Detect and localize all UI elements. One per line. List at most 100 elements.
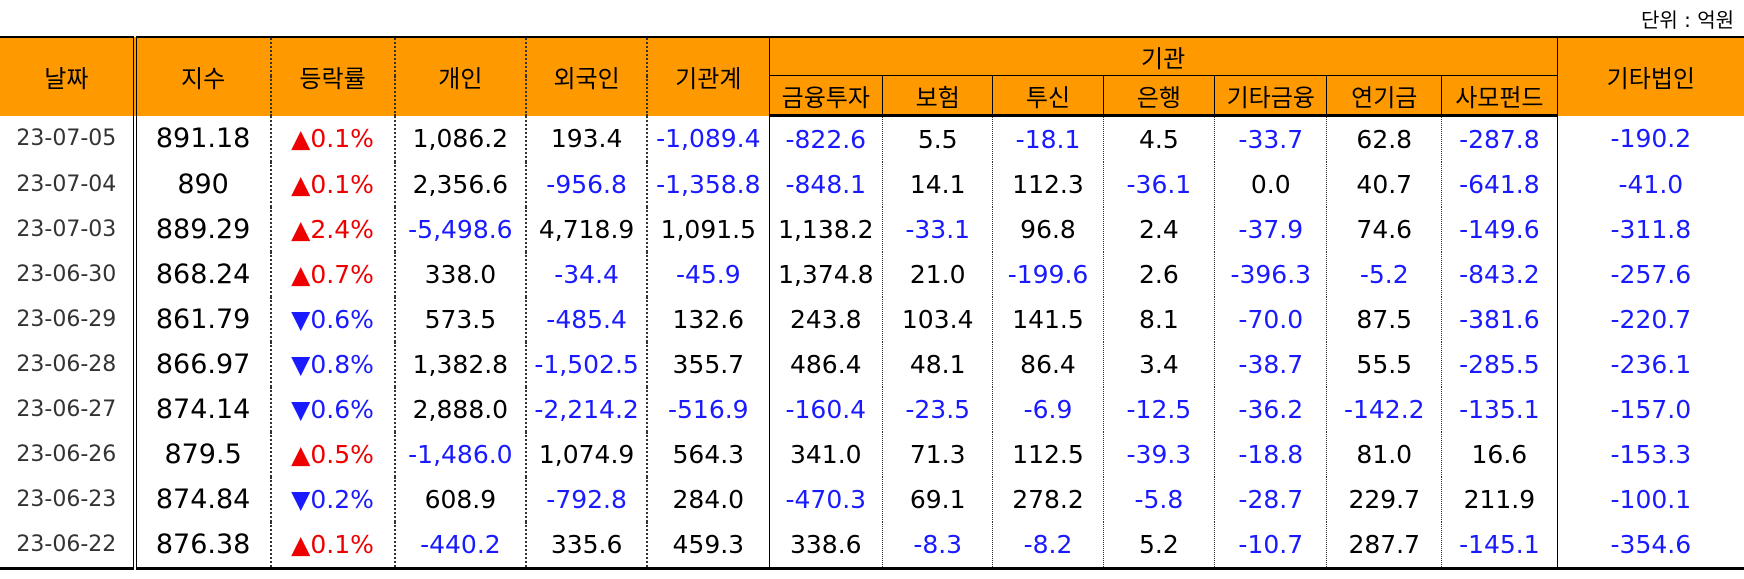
cell-foreign: -792.8 — [525, 477, 648, 522]
cell-bank: 8.1 — [1102, 297, 1215, 342]
cell-change: ▼0.6% — [269, 387, 395, 432]
cell-individual: 1,382.8 — [393, 342, 527, 387]
cell-insurance: 5.5 — [882, 115, 993, 162]
cell-individual: 573.5 — [393, 297, 527, 342]
cell-date: 23-06-27 — [16, 397, 117, 422]
header-institution: 기관 — [768, 36, 1558, 76]
cell-private-fund: -285.5 — [1441, 342, 1558, 387]
cell-pension: -5.2 — [1326, 252, 1442, 297]
cell-investment-trust: 112.3 — [992, 162, 1104, 207]
cell-inst-total: -1,358.8 — [646, 162, 770, 207]
cell-date: 23-06-22 — [0, 522, 135, 570]
header-foreign: 외국인 — [525, 36, 648, 116]
cell-index: 891.18 — [132, 115, 271, 162]
cell-other-corp: -311.8 — [1556, 207, 1744, 252]
cell-foreign: -956.8 — [525, 162, 648, 207]
cell-other-finance: -396.3 — [1214, 252, 1327, 297]
cell-bank: 3.4 — [1102, 342, 1215, 387]
cell-investment-trust: 278.2 — [992, 477, 1104, 522]
header-date: 날짜 — [0, 36, 135, 116]
header-sub-pension: 연기금 — [1326, 75, 1442, 117]
cell-investment-trust: -199.6 — [992, 252, 1104, 297]
cell-private-fund: -135.1 — [1441, 387, 1558, 432]
table-row: 23-06-22 876.38 ▲0.1% -440.2 335.6 459.3 338.6… — [0, 522, 1744, 570]
cell-individual: 608.9 — [393, 477, 527, 522]
cell-individual: 338.0 — [393, 252, 527, 297]
cell-other-finance: -38.7 — [1214, 342, 1327, 387]
cell-other-finance: -10.7 — [1214, 522, 1327, 570]
cell-financial-investment: -470.3 — [768, 477, 883, 522]
cell-bank: -5.8 — [1102, 477, 1215, 522]
cell-bank: -36.1 — [1102, 162, 1215, 207]
cell-other-corp: -220.7 — [1556, 297, 1744, 342]
header-sub-private-fund: 사모펀드 — [1441, 75, 1558, 117]
cell-index: 890 — [132, 162, 271, 207]
cell-financial-investment: 243.8 — [768, 297, 883, 342]
cell-financial-investment: -160.4 — [768, 387, 883, 432]
table-row: 23-07-04 890 ▲0.1% 2,356.6 -956.8 -1,358.8 -84… — [0, 162, 1744, 207]
cell-foreign: 193.4 — [525, 115, 648, 162]
cell-other-corp: -41.0 — [1556, 162, 1744, 207]
cell-investment-trust: 96.8 — [992, 207, 1104, 252]
cell-pension: 87.5 — [1326, 297, 1442, 342]
cell-financial-investment: 1,138.2 — [768, 207, 883, 252]
cell-foreign: 1,074.9 — [525, 432, 648, 477]
cell-financial-investment: -822.6 — [768, 115, 883, 162]
cell-other-finance: -37.9 — [1214, 207, 1327, 252]
cell-financial-investment: 338.6 — [768, 522, 883, 570]
cell-bank: 2.4 — [1102, 207, 1215, 252]
cell-index: 861.79 — [132, 297, 271, 342]
cell-pension: 287.7 — [1326, 522, 1442, 570]
table-row: 23-06-26 879.5 ▲0.5% -1,486.0 1,074.9 564.3 34… — [0, 432, 1744, 477]
table-header: 날짜 지수 등락률 개인 외국인 기관계 기관 기타법인 금융투자 보험 투신 … — [0, 36, 1744, 117]
cell-private-fund: 211.9 — [1441, 477, 1558, 522]
unit-label: 단위 : 억원 — [1640, 8, 1734, 32]
cell-investment-trust: 141.5 — [992, 297, 1104, 342]
cell-pension: 55.5 — [1326, 342, 1442, 387]
cell-other-finance: 0.0 — [1214, 162, 1327, 207]
cell-inst-total: -516.9 — [646, 387, 770, 432]
cell-financial-investment: -848.1 — [768, 162, 883, 207]
cell-inst-total: 284.0 — [646, 477, 770, 522]
cell-date: 23-07-04 — [16, 172, 117, 197]
cell-other-finance: -36.2 — [1214, 387, 1327, 432]
cell-foreign: 335.6 — [525, 522, 648, 570]
cell-date: 23-06-30 — [16, 262, 117, 287]
table-row: 23-06-23 874.84 ▼0.2% 608.9 -792.8 284.0 -470.… — [0, 477, 1744, 522]
cell-change: ▼0.8% — [269, 342, 395, 387]
cell-bank: -12.5 — [1102, 387, 1215, 432]
cell-private-fund: -843.2 — [1441, 252, 1558, 297]
cell-inst-total: 1,091.5 — [646, 207, 770, 252]
cell-investment-trust: 112.5 — [992, 432, 1104, 477]
header-individual: 개인 — [393, 36, 527, 116]
cell-investment-trust: -18.1 — [992, 115, 1104, 162]
cell-change: ▼0.6% — [269, 297, 395, 342]
cell-date: 23-07-05 — [16, 126, 117, 152]
cell-other-corp: -236.1 — [1556, 342, 1744, 387]
cell-index: 879.5 — [132, 432, 271, 477]
cell-change: ▼0.2% — [269, 477, 395, 522]
cell-index: 889.29 — [132, 207, 271, 252]
table-body: 23-07-05 891.18 ▲0.1% 1,086.2 193.4 -1,089.4-… — [0, 115, 1744, 570]
cell-pension: 40.7 — [1326, 162, 1442, 207]
cell-individual: -5,498.6 — [393, 207, 527, 252]
cell-private-fund: -145.1 — [1441, 522, 1558, 570]
cell-change: ▲0.1% — [269, 522, 395, 570]
cell-date: 23-06-28 — [16, 352, 117, 377]
cell-other-corp: -157.0 — [1556, 387, 1744, 432]
header-other-corp: 기타법인 — [1556, 36, 1744, 116]
cell-other-corp: -354.6 — [1556, 522, 1744, 570]
cell-other-finance: -70.0 — [1214, 297, 1327, 342]
cell-pension: 74.6 — [1326, 207, 1442, 252]
table-row: 23-06-28 866.97 ▼0.8% 1,382.8 -1,502.5 355.7 4… — [0, 342, 1744, 387]
cell-other-corp: -257.6 — [1556, 252, 1744, 297]
cell-individual: 1,086.2 — [393, 115, 527, 162]
cell-private-fund: 16.6 — [1441, 432, 1558, 477]
cell-inst-total: -1,089.4 — [646, 115, 770, 162]
cell-date: 23-06-23 — [16, 487, 117, 512]
cell-private-fund: -287.8 — [1441, 115, 1558, 162]
cell-foreign: -34.4 — [525, 252, 648, 297]
cell-inst-total: 132.6 — [646, 297, 770, 342]
cell-individual: 2,356.6 — [393, 162, 527, 207]
header-sub-insurance: 보험 — [882, 75, 993, 117]
